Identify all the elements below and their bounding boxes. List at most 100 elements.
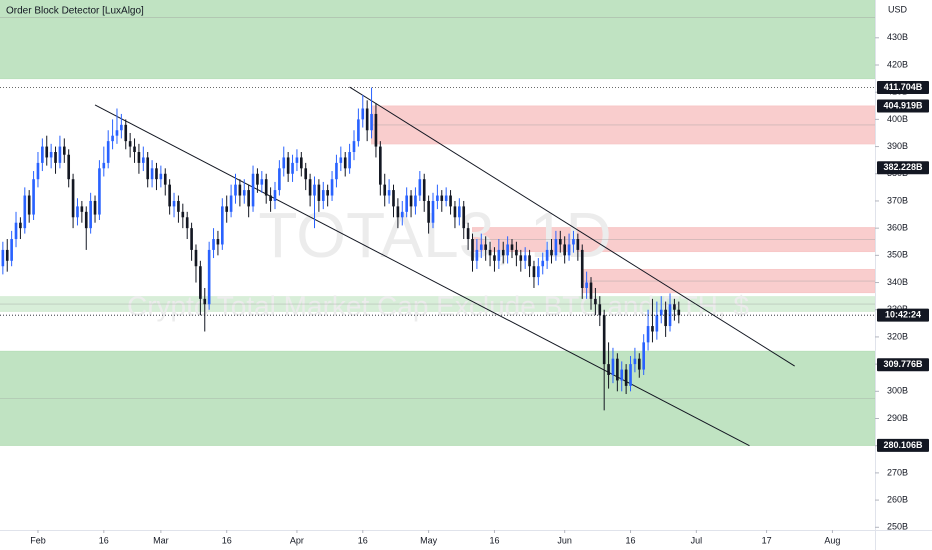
y-tick-label: 270B xyxy=(887,467,908,477)
candle-body xyxy=(348,152,351,169)
candle-body xyxy=(431,200,435,223)
candle-body xyxy=(247,190,250,207)
candle-body xyxy=(321,190,325,201)
candle-body xyxy=(396,206,400,218)
candle-body xyxy=(238,184,242,196)
candle-body xyxy=(383,184,387,196)
candle-body xyxy=(23,195,27,229)
candle-body xyxy=(558,239,562,245)
candle-body xyxy=(607,364,610,375)
candle-body xyxy=(93,200,97,215)
candle-body xyxy=(163,173,167,185)
y-tick-label: 340B xyxy=(887,277,908,287)
price-label-box xyxy=(877,438,929,452)
countdown: 10:42:24 xyxy=(885,310,921,320)
y-tick-label: 260B xyxy=(887,494,908,504)
candle-body xyxy=(554,239,558,256)
candle-body xyxy=(278,168,281,191)
candle-body xyxy=(1,249,5,267)
candle-body xyxy=(637,358,641,370)
candle-body xyxy=(291,162,294,174)
candle-body xyxy=(194,249,198,267)
candle-body xyxy=(462,206,466,229)
candle-body xyxy=(120,124,123,131)
candle-body xyxy=(422,179,426,201)
candle-body xyxy=(488,249,492,256)
candle-body xyxy=(84,211,88,229)
y-tick-label: 360B xyxy=(887,223,908,233)
candle-body xyxy=(141,157,145,163)
x-tick-label: 17 xyxy=(762,535,772,545)
price-label: 382.228B xyxy=(883,162,923,172)
y-tick-label: 390B xyxy=(887,141,908,151)
candle-body xyxy=(177,200,180,212)
candle-body xyxy=(225,206,229,212)
indicator-title: Order Block Detector [LuxAlgo] xyxy=(6,6,144,17)
price-label: 411.704B xyxy=(884,82,923,92)
candle-body xyxy=(256,173,259,185)
candle-body xyxy=(365,108,369,131)
candle-body xyxy=(673,304,676,310)
y-tick-label: 400B xyxy=(887,114,908,124)
candle-body xyxy=(185,217,189,229)
candle-body xyxy=(49,152,53,158)
candle-body xyxy=(646,326,650,343)
candle-body xyxy=(563,244,566,256)
candle-body xyxy=(54,152,57,163)
candle-body xyxy=(576,239,580,250)
candle-body xyxy=(71,179,75,218)
candle-body xyxy=(27,195,31,215)
order-block xyxy=(0,0,875,80)
candle-body xyxy=(352,141,356,153)
candle-body xyxy=(19,222,22,229)
candle-body xyxy=(168,184,171,207)
candle-body xyxy=(506,244,509,256)
candle-body xyxy=(471,239,474,261)
candle-body xyxy=(370,113,373,131)
candle-body xyxy=(510,244,514,250)
candle-body xyxy=(466,228,470,240)
candle-body xyxy=(229,195,233,212)
candle-body xyxy=(304,168,308,180)
y-tick-label: 420B xyxy=(887,59,908,69)
y-tick-label: 320B xyxy=(887,331,908,341)
candle-body xyxy=(541,260,545,267)
candle-body xyxy=(493,255,496,261)
x-tick-label: Apr xyxy=(290,535,304,545)
candle-body xyxy=(611,358,615,375)
candle-body xyxy=(642,342,646,370)
candle-body xyxy=(133,146,136,153)
candle-body xyxy=(374,113,378,147)
candle-body xyxy=(326,190,329,196)
watermark: TOTAL3, 1D xyxy=(258,199,611,271)
candle-body xyxy=(598,304,602,316)
price-label: 280.106B xyxy=(883,440,923,450)
candle-body xyxy=(137,152,141,163)
candle-body xyxy=(14,222,18,240)
candle-body xyxy=(102,162,106,169)
candle-body xyxy=(545,249,549,261)
candle-body xyxy=(300,157,303,169)
x-tick-label: 16 xyxy=(489,535,499,545)
candle-body xyxy=(150,168,154,180)
x-tick-label: 16 xyxy=(626,535,636,545)
candle-body xyxy=(10,239,13,261)
candle-body xyxy=(519,255,523,261)
candle-body xyxy=(45,146,49,158)
watermark-subtitle: Crypto Total Market Cap Exclude BTC and … xyxy=(127,290,749,321)
candle-body xyxy=(651,326,654,332)
candle-body xyxy=(580,249,584,288)
candle-body xyxy=(594,298,597,305)
candle-body xyxy=(98,168,101,215)
candle-body xyxy=(317,184,321,201)
x-tick-label: Feb xyxy=(30,535,46,545)
candle-body xyxy=(484,244,487,250)
candle-body xyxy=(295,157,299,163)
candle-body xyxy=(418,179,422,196)
candle-body xyxy=(602,315,606,365)
candle-body xyxy=(286,157,290,174)
candle-body xyxy=(313,184,316,196)
candle-body xyxy=(343,157,347,169)
candle-body xyxy=(32,179,35,215)
price-label: 309.776B xyxy=(883,359,923,369)
